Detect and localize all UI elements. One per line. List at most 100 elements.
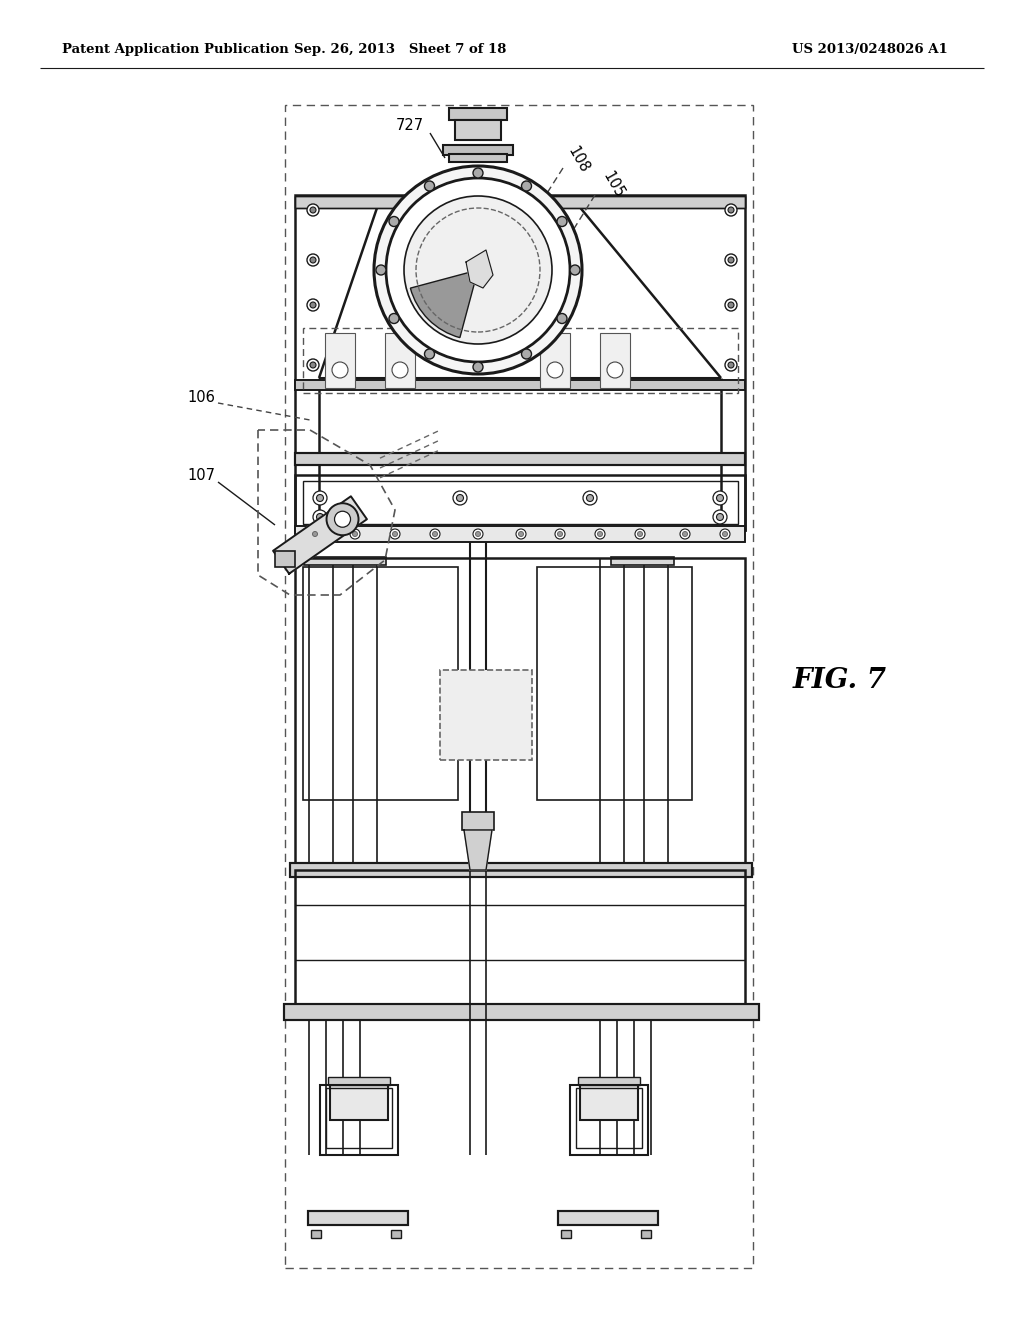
Circle shape [430, 529, 440, 539]
Circle shape [728, 302, 734, 308]
Bar [295, 870, 745, 1010]
Bar [295, 453, 745, 465]
Bar [578, 1077, 640, 1085]
Circle shape [547, 362, 563, 378]
Circle shape [713, 510, 727, 524]
Bar [440, 671, 532, 760]
Circle shape [374, 166, 582, 374]
Circle shape [680, 529, 690, 539]
Circle shape [595, 529, 605, 539]
Text: ⊙: ⊙ [396, 371, 403, 380]
Circle shape [352, 532, 357, 536]
Bar [449, 108, 507, 120]
Text: Patent Application Publication: Patent Application Publication [62, 44, 289, 57]
Bar [540, 333, 570, 388]
Circle shape [425, 181, 434, 191]
Bar [284, 1005, 759, 1020]
Text: ⊙: ⊙ [337, 371, 343, 380]
Circle shape [717, 513, 724, 520]
Circle shape [386, 178, 570, 362]
Text: ⊙: ⊙ [552, 371, 558, 380]
Circle shape [310, 257, 316, 263]
Polygon shape [464, 830, 492, 870]
Bar [284, 1005, 759, 1020]
Bar [611, 557, 674, 565]
Bar [326, 1088, 392, 1148]
Bar [303, 480, 738, 524]
Circle shape [307, 205, 319, 216]
Text: Sep. 26, 2013   Sheet 7 of 18: Sep. 26, 2013 Sheet 7 of 18 [294, 44, 506, 57]
Bar [570, 1085, 648, 1155]
Polygon shape [466, 249, 493, 288]
Circle shape [587, 495, 594, 502]
Bar [295, 195, 745, 531]
Circle shape [376, 265, 386, 275]
Circle shape [473, 362, 483, 372]
Bar [304, 557, 386, 565]
Bar [641, 1230, 651, 1238]
Bar [275, 552, 295, 568]
Bar [558, 1210, 658, 1225]
Bar [319, 1085, 398, 1155]
Bar [295, 195, 745, 209]
Bar [295, 195, 745, 209]
Circle shape [316, 513, 324, 520]
Circle shape [335, 511, 350, 527]
Text: 107: 107 [187, 469, 215, 483]
Bar [290, 863, 752, 876]
Circle shape [723, 532, 727, 536]
Bar [295, 380, 745, 389]
Text: 105: 105 [600, 169, 627, 201]
Circle shape [457, 495, 464, 502]
Bar [330, 1080, 388, 1119]
Circle shape [473, 529, 483, 539]
Circle shape [453, 491, 467, 506]
Text: ⊙: ⊙ [611, 371, 618, 380]
Circle shape [521, 348, 531, 359]
Circle shape [725, 359, 737, 371]
Circle shape [555, 529, 565, 539]
Bar [308, 1210, 408, 1225]
Bar [455, 120, 501, 140]
Circle shape [725, 300, 737, 312]
Circle shape [310, 529, 319, 539]
Bar [561, 1230, 571, 1238]
Bar [328, 1077, 390, 1085]
Circle shape [516, 529, 526, 539]
Circle shape [307, 359, 319, 371]
Bar [385, 333, 415, 388]
Bar [295, 475, 745, 531]
Circle shape [728, 257, 734, 263]
Circle shape [728, 207, 734, 213]
Circle shape [683, 532, 687, 536]
Circle shape [310, 302, 316, 308]
Circle shape [570, 265, 580, 275]
Circle shape [557, 314, 567, 323]
Circle shape [725, 253, 737, 267]
Bar [295, 380, 745, 389]
Circle shape [473, 168, 483, 178]
Bar [575, 1088, 642, 1148]
Circle shape [316, 495, 324, 502]
Bar [443, 145, 513, 154]
Circle shape [432, 532, 437, 536]
Bar [600, 333, 630, 388]
Bar [303, 568, 458, 800]
Circle shape [635, 529, 645, 539]
Circle shape [332, 362, 348, 378]
Polygon shape [273, 496, 367, 574]
Bar [295, 558, 745, 870]
Circle shape [557, 532, 562, 536]
Circle shape [310, 207, 316, 213]
Circle shape [310, 362, 316, 368]
Circle shape [607, 362, 623, 378]
Circle shape [638, 532, 642, 536]
Circle shape [725, 205, 737, 216]
Bar [449, 154, 507, 162]
Circle shape [597, 532, 602, 536]
Text: FIG. 7: FIG. 7 [793, 667, 887, 693]
Bar [295, 525, 745, 543]
Circle shape [389, 216, 399, 227]
Circle shape [717, 495, 724, 502]
Circle shape [307, 300, 319, 312]
